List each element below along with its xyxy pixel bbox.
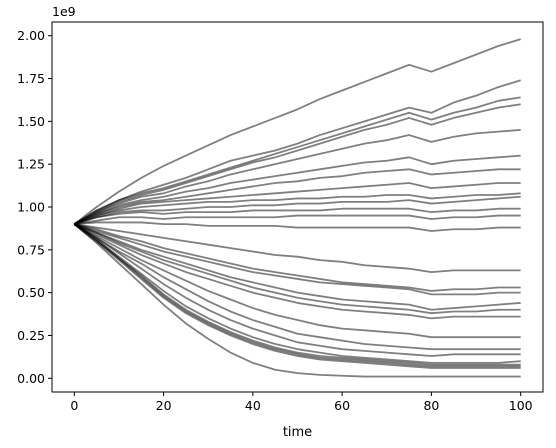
series-line	[73, 223, 521, 364]
series-line	[73, 103, 521, 225]
x-tick-label: 40	[245, 398, 261, 413]
y-tick-label: 2.00	[17, 28, 45, 43]
series-line	[73, 192, 521, 225]
y-tick-label: 0.25	[17, 328, 45, 343]
series-layer	[73, 38, 521, 378]
series-line	[73, 182, 521, 225]
y-tick-label: 1.00	[17, 200, 45, 215]
series-line	[74, 207, 521, 225]
x-tick-label: 20	[156, 398, 172, 413]
x-tick-label: 0	[70, 398, 78, 413]
y-tick-label: 0.50	[17, 285, 45, 300]
series-line	[73, 79, 521, 225]
series-line	[73, 223, 521, 351]
x-tick-label: 100	[509, 398, 533, 413]
series-line	[73, 154, 521, 225]
series-line	[73, 223, 521, 369]
series-line	[73, 223, 521, 357]
series-line	[73, 168, 521, 225]
y-tick-label: 0.75	[17, 242, 45, 257]
x-axis-title: time	[283, 425, 312, 440]
series-line	[74, 214, 521, 226]
series-line	[74, 223, 521, 296]
series-line	[73, 223, 521, 366]
series-line	[73, 223, 521, 320]
series-line	[74, 195, 521, 225]
series-line	[73, 96, 521, 225]
y-axis: 0.00 0.25 0.50 0.75 1.00 1.25 1.50 1.75 2.00	[17, 28, 52, 386]
series-line	[73, 223, 521, 315]
y-tick-label: 1.50	[17, 114, 45, 129]
y-offset-label: 1e9	[52, 4, 76, 19]
series-line	[73, 223, 521, 368]
y-tick-label: 1.25	[17, 157, 45, 172]
series-line	[73, 223, 521, 339]
y-tick-label: 1.75	[17, 71, 45, 86]
x-axis: 0 20 40 60 80 100	[70, 392, 533, 413]
series-line	[73, 129, 521, 225]
series-line	[73, 38, 521, 225]
series-line	[74, 223, 521, 292]
x-tick-label: 60	[334, 398, 350, 413]
plot-background	[52, 22, 543, 392]
series-line	[73, 223, 521, 311]
x-tick-label: 80	[423, 398, 439, 413]
y-tick-label: 0.00	[17, 371, 45, 386]
series-line	[74, 221, 521, 232]
series-line	[74, 223, 521, 273]
series-line	[73, 223, 521, 378]
